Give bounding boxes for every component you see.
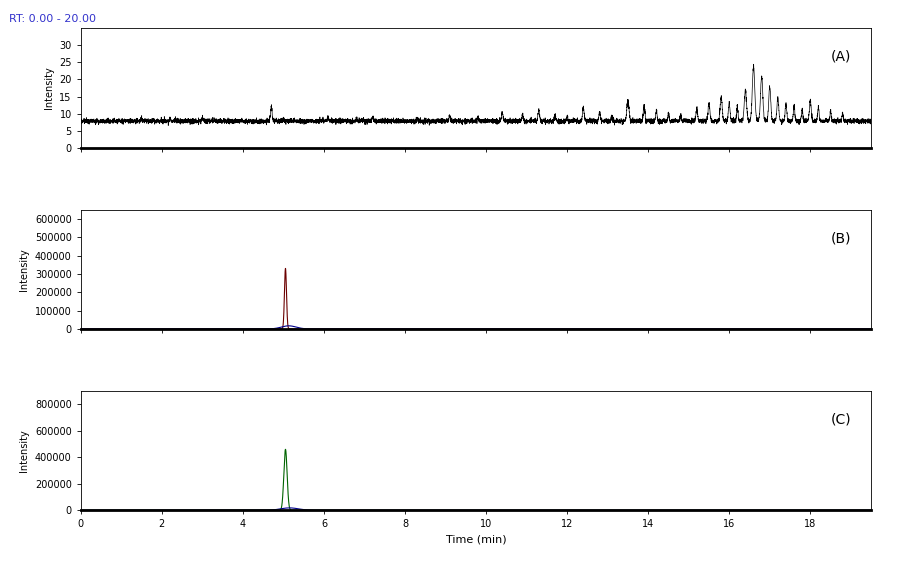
Y-axis label: Intensity: Intensity: [20, 429, 30, 472]
Text: (B): (B): [831, 231, 851, 245]
Text: (C): (C): [831, 412, 851, 426]
Y-axis label: Intensity: Intensity: [44, 66, 54, 109]
X-axis label: Time (min): Time (min): [445, 535, 506, 545]
Y-axis label: Intensity: Intensity: [20, 248, 30, 291]
Text: RT: 0.00 - 20.00: RT: 0.00 - 20.00: [9, 14, 96, 24]
Text: (A): (A): [831, 50, 851, 64]
